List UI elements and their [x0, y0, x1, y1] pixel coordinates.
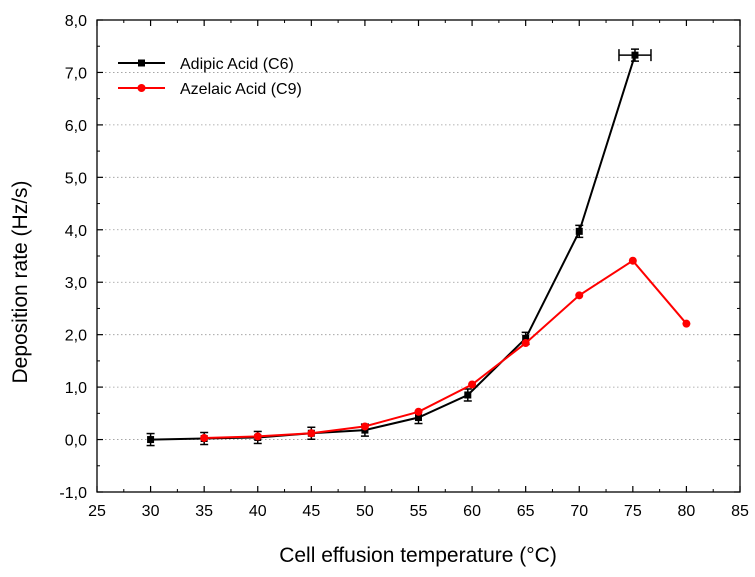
grid-layer [97, 72, 740, 440]
data-point-circle [360, 422, 369, 431]
x-tick-label: 75 [624, 503, 642, 520]
series-line-adipic-acid [150, 54, 636, 441]
x-tick-label: 45 [302, 503, 320, 520]
data-point-circle [414, 407, 423, 416]
data-point-square [575, 227, 583, 235]
x-tick-label: 85 [731, 503, 749, 520]
data-point-circle [200, 433, 209, 442]
series-line-azelaic-acid [204, 259, 688, 439]
data-point-circle [628, 256, 637, 265]
x-tick-label: 40 [249, 503, 267, 520]
data-point-circle [521, 339, 530, 348]
x-tick-label: 25 [88, 503, 106, 520]
y-tick-label: 3,0 [65, 275, 87, 292]
legend-marker-square [138, 59, 145, 67]
y-tick-label: 7,0 [65, 65, 87, 82]
x-tick-label: 55 [410, 503, 428, 520]
data-point-square [522, 334, 530, 342]
y-tick-label: 8,0 [65, 13, 87, 30]
y-tick-label: 5,0 [65, 170, 87, 187]
legend-label: Azelaic Acid (C9) [180, 81, 302, 98]
y-tick-label: 0,0 [65, 433, 87, 450]
data-point-circle [253, 432, 262, 441]
data-point-circle [468, 380, 477, 389]
data-point-circle [307, 429, 316, 438]
y-tick-label: 1,0 [65, 380, 87, 397]
y-tick-label: -1,0 [59, 485, 87, 502]
data-point-square [415, 414, 422, 422]
x-tick-label: 80 [678, 503, 696, 520]
data-point-circle [575, 291, 584, 300]
x-axis-title: Cell effusion temperature (°C) [279, 544, 557, 567]
x-tick-label: 35 [195, 503, 213, 520]
axes-layer: 25 30 35 40 45 50 55 60 65 70 75 80 85 -1,0 0,0 1,0 2,0 3… [59, 13, 749, 520]
y-tick-label: 4,0 [65, 223, 87, 240]
x-tick-label: 60 [463, 503, 481, 520]
x-tick-label: 70 [570, 503, 588, 520]
y-axis-title: Deposition rate (Hz/s) [9, 180, 32, 383]
legend-marker-circle [137, 84, 146, 92]
y-tick-label: 2,0 [65, 328, 87, 345]
series-layer [146, 48, 691, 447]
x-tick-label: 65 [517, 503, 535, 520]
x-tick-label: 50 [356, 503, 374, 520]
legend-label: Adipic Acid (C6) [180, 56, 294, 73]
legend: Adipic Acid (C6) Azelaic Acid (C9) [118, 56, 302, 98]
data-point-circle [682, 319, 691, 328]
y-tick-label: 6,0 [65, 118, 87, 135]
data-point-square [464, 391, 472, 399]
x-tick-label: 30 [142, 503, 160, 520]
data-point-square [147, 436, 155, 444]
